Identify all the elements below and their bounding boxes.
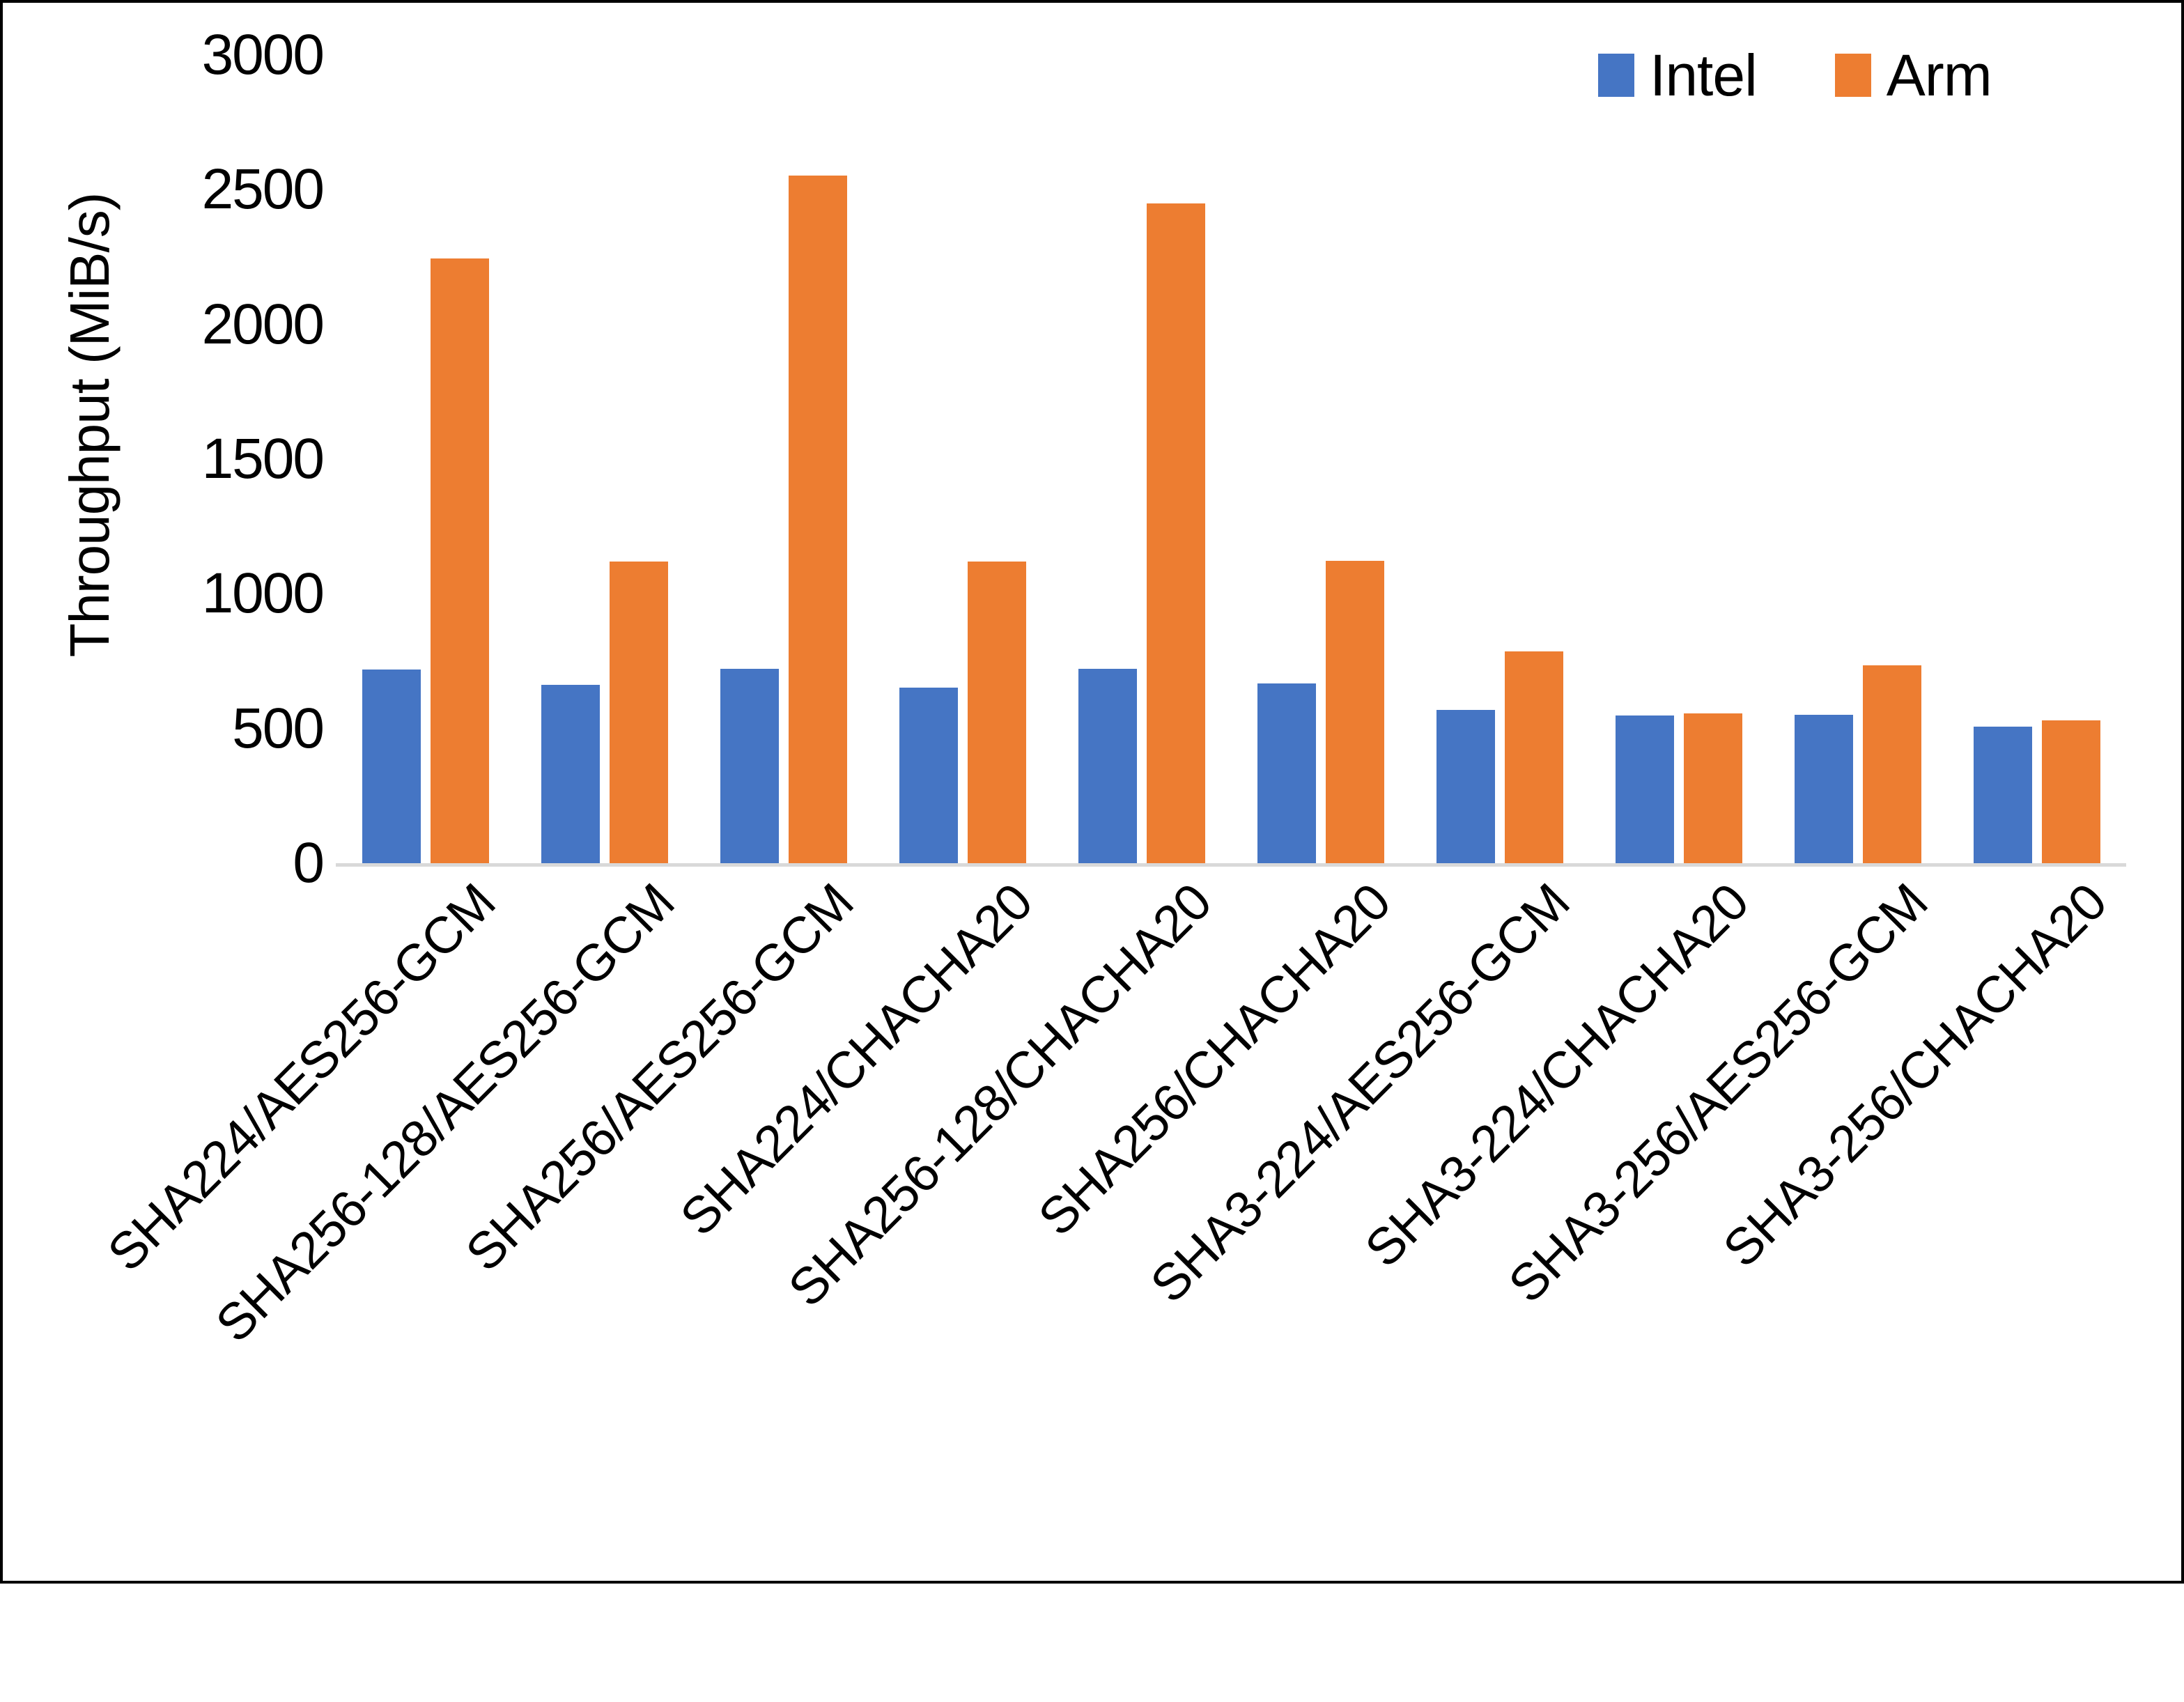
bar-intel[interactable] <box>362 670 421 863</box>
bar-intel[interactable] <box>899 687 958 863</box>
bar-arm[interactable] <box>1683 713 1742 863</box>
bar-intel[interactable] <box>1973 726 2032 863</box>
bar-arm[interactable] <box>1146 203 1205 863</box>
bar-group <box>1589 55 1768 863</box>
y-tick-label: 0 <box>293 831 325 895</box>
bar-group <box>1768 55 1947 863</box>
plot-area <box>336 55 2126 863</box>
bar-intel[interactable] <box>1257 683 1316 863</box>
legend: Intel Arm <box>1598 46 1992 105</box>
bar-chart: Throughput (MiB/s) 3000 2500 2000 1500 1000 5… <box>0 0 2184 1584</box>
bar-group <box>336 55 515 863</box>
bar-arm[interactable] <box>1325 561 1384 863</box>
bar-group <box>873 55 1052 863</box>
bar-arm[interactable] <box>2041 720 2100 863</box>
bar-group <box>515 55 694 863</box>
bar-intel[interactable] <box>720 668 779 863</box>
legend-label-intel: Intel <box>1650 42 1758 108</box>
bar-arm[interactable] <box>609 561 668 863</box>
bar-group <box>1947 55 2126 863</box>
bar-intel[interactable] <box>1078 668 1137 863</box>
bar-group <box>1231 55 1410 863</box>
bar-arm[interactable] <box>967 561 1026 863</box>
x-axis-line <box>336 863 2126 867</box>
bar-arm[interactable] <box>1504 651 1563 863</box>
y-tick-label: 3000 <box>201 23 325 86</box>
bar-group <box>694 55 873 863</box>
y-tick-label: 1000 <box>201 562 325 626</box>
y-axis-tick-labels: 3000 2500 2000 1500 1000 500 0 <box>100 3 325 1586</box>
legend-item-intel[interactable]: Intel <box>1598 42 1758 108</box>
bar-group <box>1052 55 1231 863</box>
legend-item-arm[interactable]: Arm <box>1834 42 1992 108</box>
bar-intel[interactable] <box>541 685 600 863</box>
bar-arm[interactable] <box>788 176 847 863</box>
bar-intel[interactable] <box>1794 714 1853 863</box>
y-tick-label: 2500 <box>201 157 325 222</box>
x-tick-label: SHA256/AES256-GCM <box>454 872 864 1283</box>
bar-intel[interactable] <box>1436 709 1495 863</box>
legend-label-arm: Arm <box>1886 42 1992 108</box>
x-axis-tick-labels: SHA224/AES256-GCM SHA256-128/AES256-GCM SH… <box>3 872 2184 1432</box>
bar-arm[interactable] <box>1862 665 1921 863</box>
legend-swatch-arm-icon <box>1834 54 1871 97</box>
bar-arm[interactable] <box>430 258 489 863</box>
bar-intel[interactable] <box>1615 715 1674 863</box>
y-tick-label: 1500 <box>201 427 325 490</box>
bar-group <box>1410 55 1589 863</box>
y-tick-label: 2000 <box>201 292 325 356</box>
legend-swatch-intel-icon <box>1598 54 1634 97</box>
y-tick-label: 500 <box>232 696 325 760</box>
